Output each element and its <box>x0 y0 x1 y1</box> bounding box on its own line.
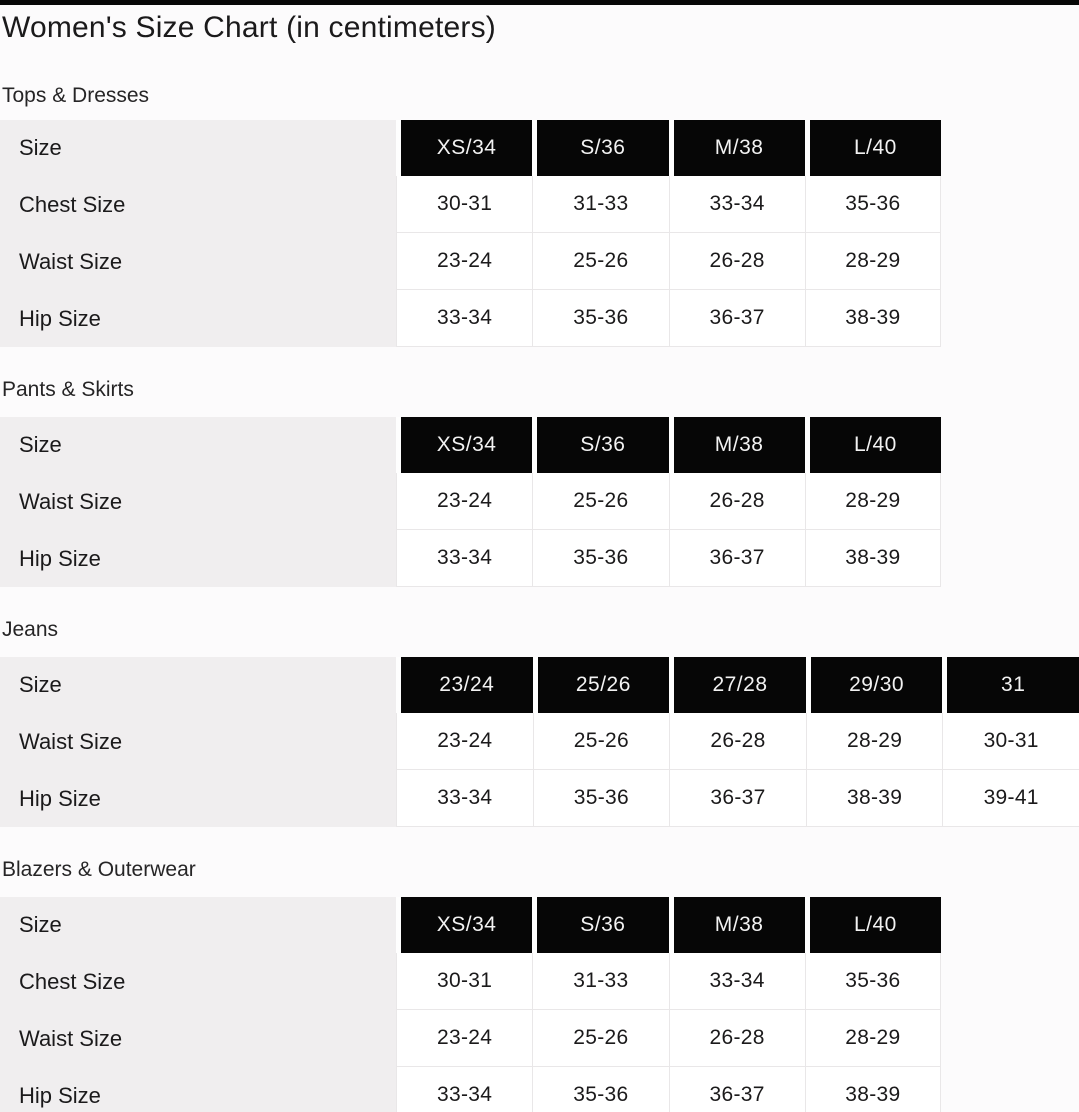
size-value: 28-29 <box>804 473 941 530</box>
column-header: S/36 <box>532 120 669 176</box>
top-divider-bar <box>0 0 1079 5</box>
size-value: 25-26 <box>532 1010 669 1067</box>
size-value: 23-24 <box>396 473 533 530</box>
size-value: 39-41 <box>942 770 1079 827</box>
column-header: XS/34 <box>396 897 533 953</box>
size-value: 35-36 <box>532 770 670 827</box>
size-value: 36-37 <box>668 1067 805 1112</box>
row-label-size: Size <box>0 417 396 473</box>
size-value: 23-24 <box>396 713 533 770</box>
column-header: L/40 <box>804 897 941 953</box>
size-table-pants-skirts: Size XS/34 S/36 M/38 L/40 Waist Size 23-… <box>0 417 941 587</box>
column-header: M/38 <box>668 417 805 473</box>
row-label-chest-size: Chest Size <box>0 176 396 233</box>
column-header: S/36 <box>532 897 669 953</box>
size-table-blazers-outerwear: Size XS/34 S/36 M/38 L/40 Chest Size 30-… <box>0 897 941 1112</box>
size-value: 26-28 <box>668 233 805 290</box>
size-value: 26-28 <box>669 713 806 770</box>
size-value: 28-29 <box>804 233 941 290</box>
row-label-waist-size: Waist Size <box>0 473 396 530</box>
size-value: 33-34 <box>396 770 533 827</box>
section-title-pants-skirts: Pants & Skirts <box>2 378 134 401</box>
size-value: 36-37 <box>668 530 805 587</box>
size-value: 31-33 <box>532 953 669 1010</box>
size-value: 35-36 <box>804 953 941 1010</box>
row-label-hip-size: Hip Size <box>0 290 396 347</box>
size-value: 38-39 <box>804 1067 941 1112</box>
column-header: L/40 <box>804 417 941 473</box>
size-value: 33-34 <box>668 953 805 1010</box>
size-value: 35-36 <box>804 176 941 233</box>
size-value: 25-26 <box>532 473 669 530</box>
size-value: 26-28 <box>668 1010 805 1067</box>
column-header: L/40 <box>804 120 941 176</box>
column-header: 31 <box>942 657 1079 713</box>
column-header: XS/34 <box>396 417 533 473</box>
size-value: 36-37 <box>669 770 806 827</box>
column-header: 29/30 <box>805 657 943 713</box>
row-label-chest-size: Chest Size <box>0 953 396 1010</box>
section-title-tops-dresses: Tops & Dresses <box>2 84 150 107</box>
column-header: S/36 <box>532 417 669 473</box>
column-header: M/38 <box>668 120 805 176</box>
size-value: 38-39 <box>804 290 941 347</box>
size-table-jeans: Size 23/24 25/26 27/28 29/30 31 Waist Si… <box>0 657 1079 827</box>
row-label-waist-size: Waist Size <box>0 713 396 770</box>
row-label-size: Size <box>0 120 396 176</box>
size-value: 36-37 <box>668 290 805 347</box>
column-header: 27/28 <box>669 657 806 713</box>
page-title: Women's Size Chart (in centimeters) <box>2 11 496 44</box>
size-value: 33-34 <box>668 176 805 233</box>
row-label-hip-size: Hip Size <box>0 1067 396 1112</box>
size-value: 35-36 <box>532 1067 669 1112</box>
size-value: 23-24 <box>396 1010 533 1067</box>
size-value: 35-36 <box>532 290 669 347</box>
column-header: M/38 <box>668 897 805 953</box>
size-value: 30-31 <box>942 713 1079 770</box>
size-value: 38-39 <box>805 770 943 827</box>
row-label-size: Size <box>0 897 396 953</box>
section-title-jeans: Jeans <box>2 618 59 641</box>
size-value: 35-36 <box>532 530 669 587</box>
size-value: 23-24 <box>396 233 533 290</box>
size-value: 33-34 <box>396 290 533 347</box>
column-header: 23/24 <box>396 657 533 713</box>
size-value: 25-26 <box>532 233 669 290</box>
size-value: 31-33 <box>532 176 669 233</box>
row-label-waist-size: Waist Size <box>0 233 396 290</box>
size-table-tops-dresses: Size XS/34 S/36 M/38 L/40 Chest Size 30-… <box>0 120 941 347</box>
size-value: 33-34 <box>396 1067 533 1112</box>
size-value: 26-28 <box>668 473 805 530</box>
size-value: 38-39 <box>804 530 941 587</box>
column-header: XS/34 <box>396 120 533 176</box>
column-header: 25/26 <box>532 657 670 713</box>
row-label-hip-size: Hip Size <box>0 530 396 587</box>
size-value: 33-34 <box>396 530 533 587</box>
size-value: 25-26 <box>532 713 670 770</box>
row-label-size: Size <box>0 657 396 713</box>
size-value: 28-29 <box>804 1010 941 1067</box>
row-label-hip-size: Hip Size <box>0 770 396 827</box>
size-value: 30-31 <box>396 176 533 233</box>
size-value: 30-31 <box>396 953 533 1010</box>
row-label-waist-size: Waist Size <box>0 1010 396 1067</box>
size-value: 28-29 <box>805 713 943 770</box>
section-title-blazers-outerwear: Blazers & Outerwear <box>2 858 196 881</box>
